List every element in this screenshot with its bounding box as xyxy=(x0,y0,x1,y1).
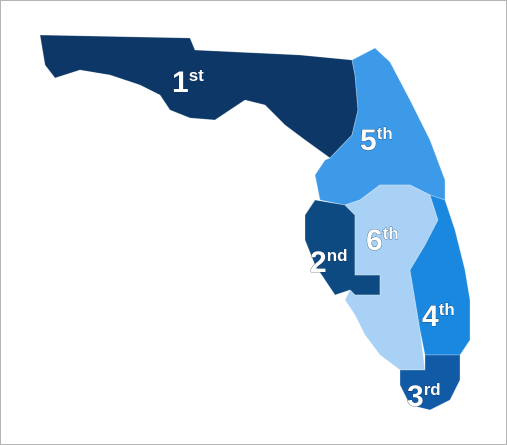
district-suffix: th xyxy=(377,124,393,143)
district-3-label: 3rd xyxy=(407,380,441,413)
district-number: 5 xyxy=(360,124,377,157)
district-number: 6 xyxy=(366,224,383,257)
district-1-region xyxy=(39,34,359,159)
district-suffix: th xyxy=(383,224,399,243)
district-4-label: 4th xyxy=(422,300,455,333)
district-6-label: 6th xyxy=(366,224,399,257)
district-number: 2 xyxy=(310,246,327,279)
district-suffix: st xyxy=(189,66,204,85)
district-2-label: 2nd xyxy=(310,246,347,279)
district-number: 1 xyxy=(172,66,189,99)
district-number: 3 xyxy=(407,380,424,413)
district-1-label: 1st xyxy=(172,66,204,99)
district-5-label: 5th xyxy=(360,124,393,157)
district-3-region xyxy=(399,354,461,411)
district-suffix: th xyxy=(439,300,455,319)
district-number: 4 xyxy=(422,300,439,333)
district-suffix: rd xyxy=(424,380,441,399)
district-suffix: nd xyxy=(327,246,348,265)
